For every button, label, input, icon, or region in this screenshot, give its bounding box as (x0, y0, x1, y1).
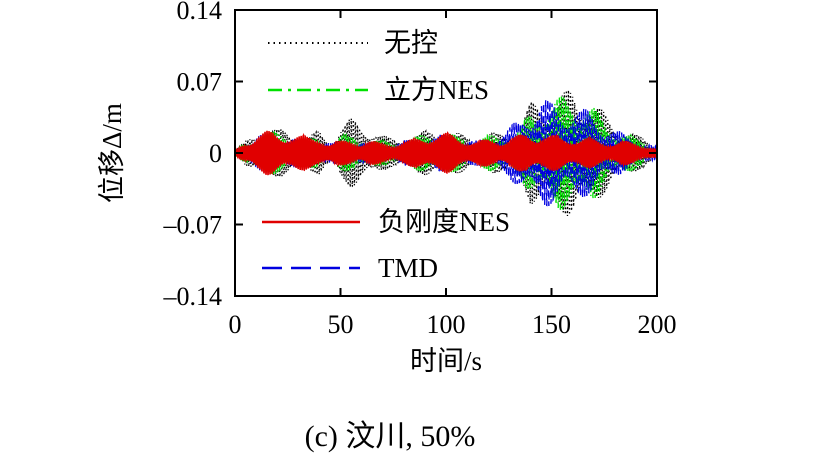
y-axis-label: 位移Δ/m (97, 103, 127, 203)
x-tick-label: 50 (328, 310, 354, 339)
x-tick-label: 0 (229, 310, 242, 339)
y-tick-label: –0.14 (163, 282, 223, 311)
legend-label-no-control: 无控 (384, 28, 438, 58)
series-traces (234, 90, 658, 217)
x-tick-label: 150 (532, 310, 571, 339)
y-tick-label: –0.07 (163, 211, 223, 240)
figure-caption: (c) 汶川, 50% (305, 420, 476, 453)
x-tick-label: 200 (638, 310, 677, 339)
y-tick-label: 0.14 (177, 0, 223, 25)
axis-ticks: 0 50 100 150 200 0.14 0.07 0 –0.07 –0.14 (163, 0, 677, 339)
x-tick-label: 100 (427, 310, 466, 339)
legend-label-tmd: TMD (378, 253, 438, 283)
y-tick-label: 0.07 (177, 68, 223, 97)
legend-label-negative-stiffness-nes: 负刚度NES (378, 207, 510, 237)
legend-upper: 无控 立方NES (268, 28, 489, 105)
legend-label-cubic-nes: 立方NES (384, 75, 489, 105)
x-axis-label: 时间/s (410, 346, 482, 376)
series-line-2 (234, 130, 658, 176)
y-tick-label: 0 (209, 139, 222, 168)
legend-lower: 负刚度NES TMD (262, 207, 510, 283)
